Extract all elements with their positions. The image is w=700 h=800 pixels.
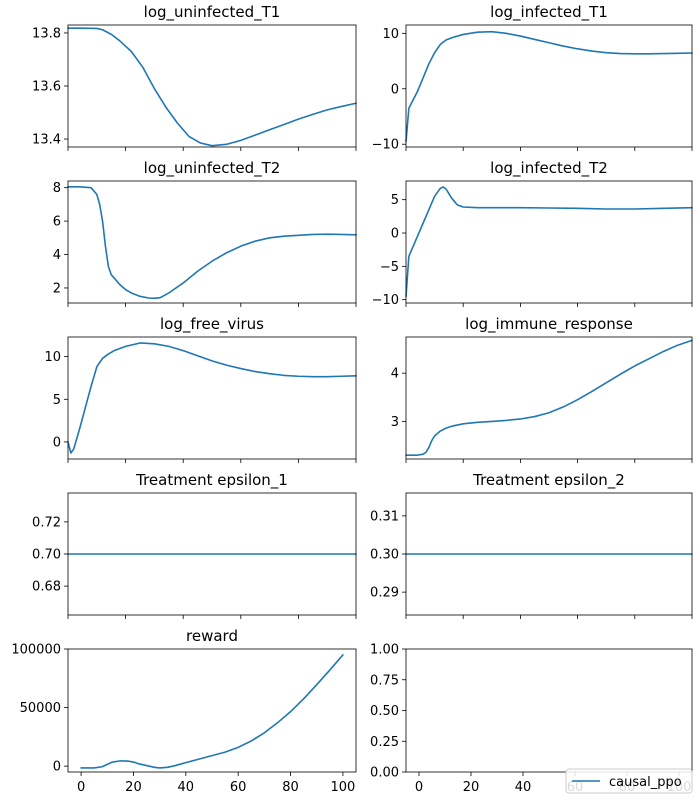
subplot-7: Treatment epsilon_1 0.68 0.70 0.72 [32, 471, 357, 619]
y-tick-label: 3 [391, 415, 399, 430]
y-tick-label: 4 [53, 248, 61, 263]
series-line [405, 339, 693, 456]
subplot-1: log_uninfected_T1 13.4 13.6 13.8 [32, 3, 357, 151]
x-tick-label: 20 [463, 780, 480, 795]
subplot-3: log_uninfected_T2 2 4 6 8 [53, 159, 357, 307]
y-tick-label: 0 [53, 760, 61, 775]
series-line [67, 186, 357, 300]
y-tick-label: 0.25 [370, 735, 399, 750]
y-tick-label: 0.75 [370, 673, 399, 688]
subplot-title: reward [186, 627, 238, 645]
y-tick-label: 100000 [11, 643, 61, 658]
subplot-title: Treatment epsilon_1 [135, 471, 288, 490]
legend-label: causal_ppo [609, 775, 682, 790]
legend-box [565, 768, 693, 794]
y-tick-label: 0 [391, 227, 399, 242]
y-tick-label: 0.30 [370, 548, 399, 563]
y-tick-label: 5 [391, 193, 399, 208]
subplot-title: log_free_virus [160, 315, 264, 334]
y-tick-label: 8 [53, 181, 61, 196]
y-tick-label: 0.72 [32, 515, 61, 530]
subplot-4: log_infected_T2 −10 −5 0 5 [372, 159, 693, 308]
y-tick-label: 4 [391, 367, 399, 382]
y-tick-label: 0.50 [370, 704, 399, 719]
axes-frame [67, 24, 357, 148]
axes-frame [405, 648, 693, 773]
series-line [405, 30, 693, 143]
x-tick-label: 0 [77, 780, 85, 795]
x-tick-label: 40 [178, 780, 195, 795]
y-tick-label: 0.68 [32, 580, 61, 595]
subplot-title: log_immune_response [465, 315, 633, 334]
x-tick-label: 20 [125, 780, 142, 795]
axes-frame [405, 336, 693, 460]
x-tick-label: 100 [330, 780, 355, 795]
y-tick-label: 13.4 [32, 133, 61, 148]
axes-frame [67, 648, 357, 773]
y-tick-label: 10 [382, 27, 399, 42]
subplot-title: Treatment epsilon_2 [472, 471, 625, 490]
y-tick-label: 5 [53, 393, 61, 408]
subplot-9: reward 0 20 40 60 80 100 0 50000 100000 [11, 627, 357, 795]
series-line [80, 654, 344, 769]
subplot-title: log_infected_T1 [490, 3, 608, 22]
series-line [405, 186, 693, 298]
x-tick-label: 60 [230, 780, 247, 795]
y-tick-label: 1.00 [370, 643, 399, 658]
subplot-title: log_uninfected_T2 [144, 159, 281, 178]
subplot-6: log_immune_response 3 4 [391, 315, 693, 463]
y-tick-label: 6 [53, 215, 61, 230]
subplot-title: log_uninfected_T1 [144, 3, 281, 22]
y-tick-label: 13.6 [32, 80, 61, 95]
y-tick-label: −10 [372, 138, 399, 153]
x-tick-label: 40 [515, 780, 532, 795]
axes-frame [67, 180, 357, 304]
y-tick-label: 50000 [20, 701, 61, 716]
x-tick-label: 0 [415, 780, 423, 795]
y-tick-label: 0.31 [370, 509, 399, 524]
series-line [67, 342, 357, 454]
axes-frame [405, 180, 693, 304]
y-tick-label: 0.00 [370, 766, 399, 781]
subplot-5: log_free_virus 0 5 10 [44, 315, 357, 463]
subplot-8: Treatment epsilon_2 0.29 0.30 0.31 [370, 471, 693, 619]
y-tick-label: −10 [372, 293, 399, 308]
y-tick-label: 0.70 [32, 548, 61, 563]
axes-frame [67, 336, 357, 460]
y-tick-label: 0 [53, 435, 61, 450]
y-tick-label: 10 [44, 350, 61, 365]
axes-frame [405, 24, 693, 148]
y-tick-label: 2 [53, 281, 61, 296]
subplot-title: log_infected_T2 [490, 159, 608, 178]
x-tick-label: 80 [282, 780, 299, 795]
series-line [67, 27, 357, 147]
y-tick-label: 0 [391, 82, 399, 97]
y-tick-label: 13.8 [32, 26, 61, 41]
subplot-2: log_infected_T1 −10 0 10 [372, 3, 693, 153]
y-tick-label: 0.29 [370, 586, 399, 601]
y-tick-label: −5 [380, 260, 399, 275]
legend: causal_ppo [565, 768, 693, 794]
